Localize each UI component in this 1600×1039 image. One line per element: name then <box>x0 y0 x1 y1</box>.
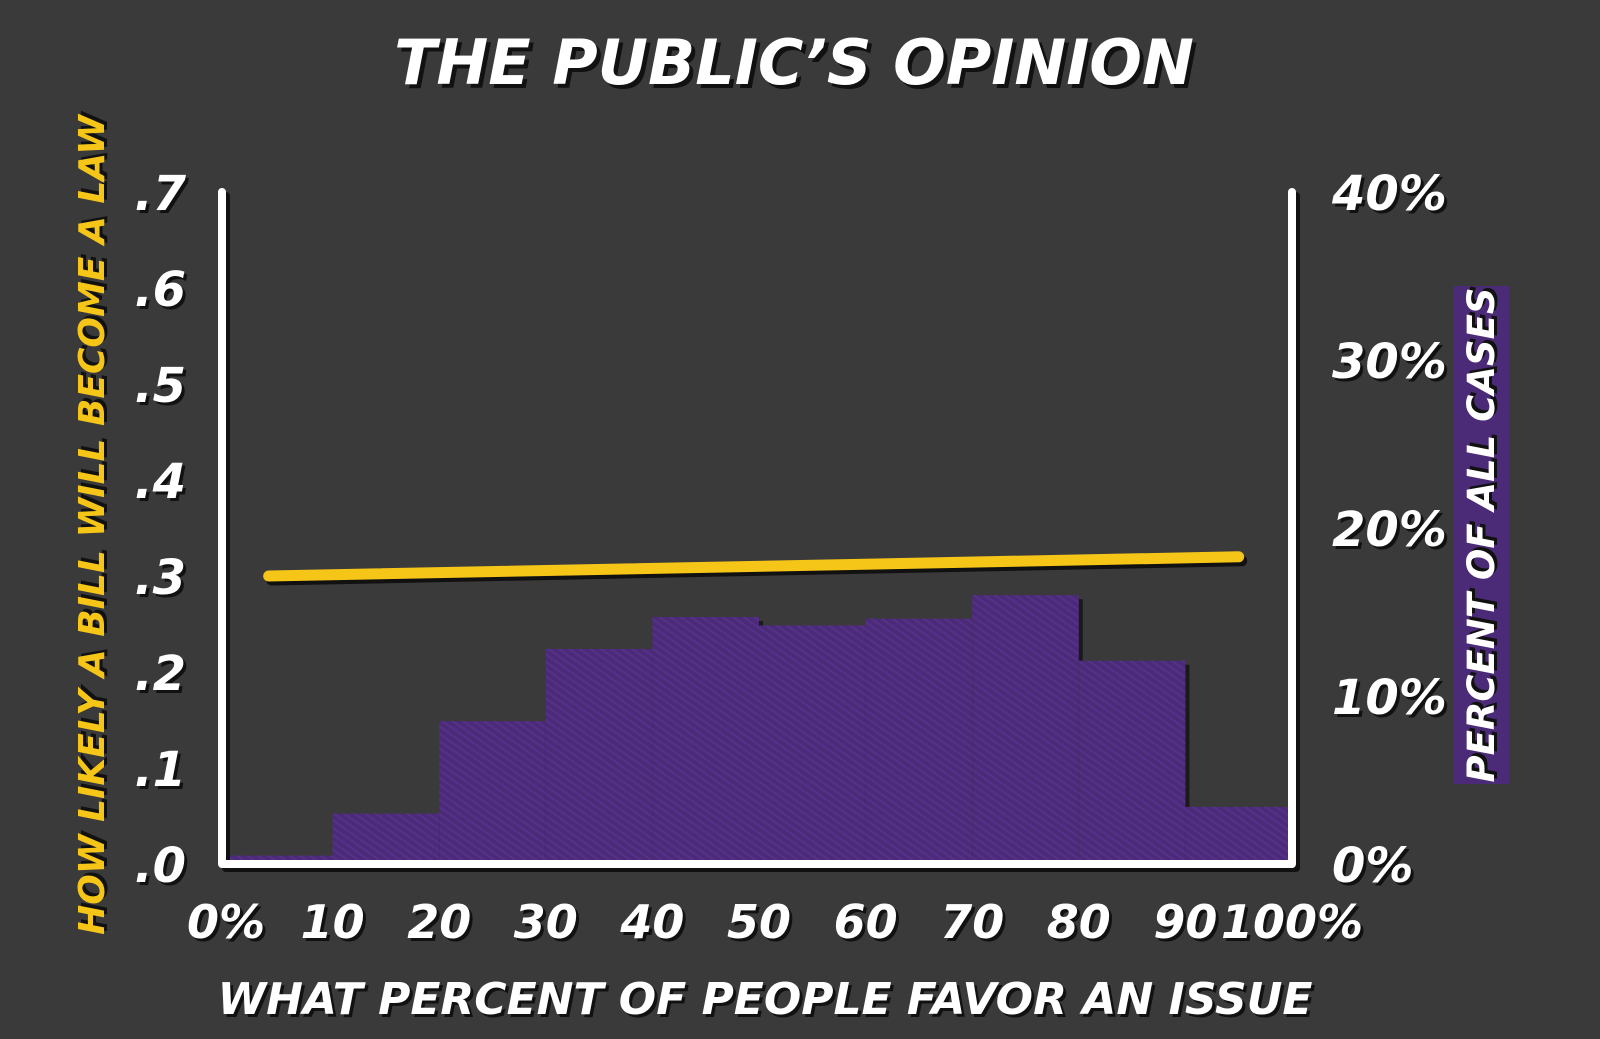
x-tick-label-shadow: 100% <box>1224 898 1366 952</box>
x-tick-label-shadow: 0% <box>190 898 268 952</box>
histogram-bar-7 <box>972 595 1079 864</box>
y-right-tick-label: 20% <box>1332 502 1447 558</box>
y-left-label-shadow: HOW LIKELY A BILL WILL BECOME A LAW <box>75 110 116 932</box>
x-tick-label: 60 <box>834 895 898 949</box>
chart-title: THE PUBLIC’S OPINION <box>394 26 1194 99</box>
y-left-tick-label-shadow: .1 <box>137 745 189 801</box>
x-tick-label: 70 <box>940 895 1004 949</box>
y-right-tick-label: 30% <box>1332 334 1447 390</box>
probability-line <box>263 551 1245 582</box>
x-tick-label-shadow: 30 <box>517 898 581 952</box>
y-left-tick-label: .1 <box>134 742 186 798</box>
y-left-tick-label: .3 <box>134 550 186 606</box>
y-left-tick-label-shadow: .6 <box>137 265 189 321</box>
y-left-tick-label: .4 <box>134 454 186 510</box>
histogram-bars <box>226 595 1296 864</box>
y-right-tick-label-shadow: 10% <box>1335 673 1450 729</box>
x-tick-label-shadow: 70 <box>943 898 1007 952</box>
y-left-tick-label-shadow: .3 <box>137 553 189 609</box>
x-tick-label-shadow: 60 <box>837 898 901 952</box>
axis-lines <box>218 188 1296 868</box>
y-left-tick-label: .0 <box>134 838 186 894</box>
x-tick-label-shadow: 50 <box>730 898 794 952</box>
y-right-tick-label-shadow: 30% <box>1335 337 1450 393</box>
x-tick-label: 30 <box>514 895 578 949</box>
x-tick-label: 40 <box>619 895 684 949</box>
histogram-bar-5 <box>759 625 866 864</box>
histogram-bar-0 <box>226 855 333 864</box>
x-tick-label-shadow: 10 <box>304 898 368 952</box>
histogram-bar-3 <box>545 648 653 864</box>
y-left-tick-label-shadow: .4 <box>137 457 189 513</box>
y-left-tick-label-shadow: .0 <box>137 841 189 897</box>
y-right-label-box <box>1453 286 1509 784</box>
y-left-tick-label: .5 <box>134 358 186 414</box>
probability-line-group <box>263 551 1248 586</box>
histogram-bar-1 <box>332 813 440 864</box>
axis-frame <box>218 188 1300 872</box>
y-right-tick-label-shadow: 40% <box>1334 169 1450 225</box>
x-axis-label-shadow: WHAT PERCENT OF PEOPLE FAVOR AN ISSUE <box>221 977 1316 1028</box>
y-right-tick-label-shadow: 0% <box>1335 841 1417 897</box>
x-tick-label-shadow: 20 <box>410 898 474 952</box>
y-right-tick-label: 0% <box>1332 838 1414 894</box>
y-left-tick-label: .6 <box>134 262 186 318</box>
y-left-tick-label: .2 <box>134 646 186 702</box>
x-tick-label: 90 <box>1153 895 1217 949</box>
y-right-tick-label: 40% <box>1331 166 1447 222</box>
y-right-tick-label-shadow: 20% <box>1335 505 1450 561</box>
x-tick-label-shadow: 80 <box>1050 898 1114 952</box>
chart-title-shadow: THE PUBLIC’S OPINION <box>398 30 1198 103</box>
y-right-label-shadow: PERCENT OF ALL CASES <box>1463 284 1506 779</box>
y-left-tick-label: .7 <box>134 166 186 222</box>
x-tick-label: 0% <box>187 895 265 949</box>
x-tick-label: 50 <box>727 895 791 949</box>
x-tick-label: 80 <box>1047 895 1111 949</box>
histogram-bar-4 <box>652 617 759 864</box>
histogram-bar-6 <box>865 618 973 864</box>
histogram-bar-9 <box>1185 806 1292 864</box>
y-left-tick-label-shadow: .5 <box>137 361 189 417</box>
y-left-tick-label-shadow: .2 <box>137 649 189 705</box>
histogram-bar-2 <box>439 721 546 864</box>
x-tick-label-shadow: 40 <box>622 898 687 952</box>
histogram-bar-8 <box>1078 660 1186 864</box>
x-tick-label-shadow: 90 <box>1156 898 1220 952</box>
x-tick-label: 10 <box>301 895 365 949</box>
y-left-label: HOW LIKELY A BILL WILL BECOME A LAW <box>72 113 113 935</box>
x-axis-label: WHAT PERCENT OF PEOPLE FAVOR AN ISSUE <box>218 974 1313 1025</box>
x-tick-label: 100% <box>1221 895 1363 949</box>
y-left-tick-label-shadow: .7 <box>137 169 189 225</box>
x-tick-label: 20 <box>407 895 471 949</box>
y-right-tick-label: 10% <box>1332 670 1447 726</box>
y-right-label: PERCENT OF ALL CASES <box>1460 287 1503 782</box>
